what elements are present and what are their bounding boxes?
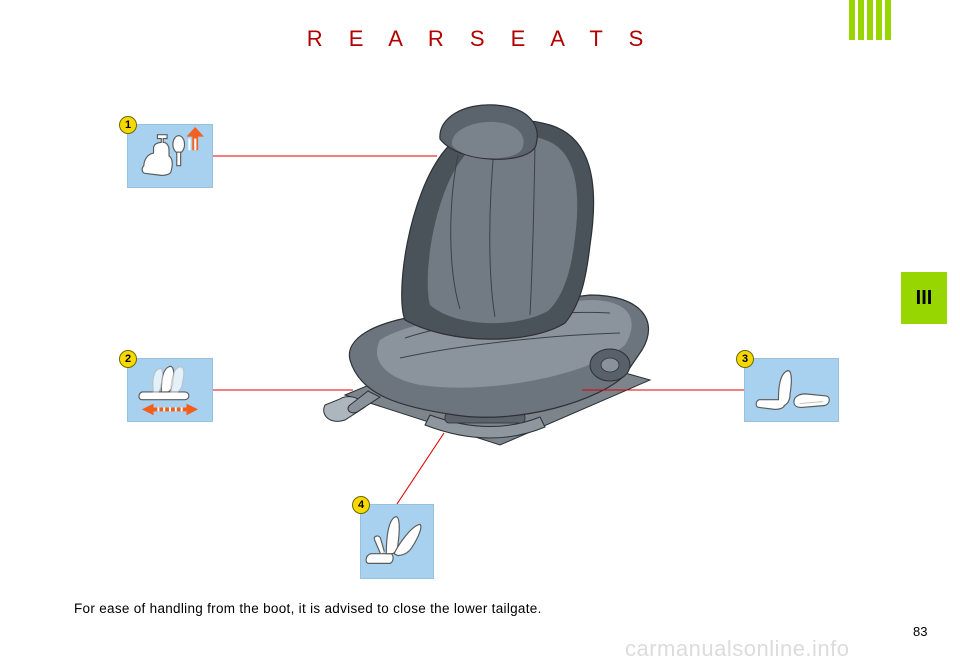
callout-3-fold-cushion: 3 <box>744 358 839 422</box>
seat-illustration <box>290 95 690 465</box>
section-tab: III <box>901 272 947 324</box>
page-number: 83 <box>913 624 927 639</box>
manual-page: III R E A R S E A T S <box>0 0 960 663</box>
callout-4-fold-backrest: 4 <box>360 504 434 579</box>
fold-cushion-icon <box>745 359 838 421</box>
slide-adjust-icon <box>128 359 212 421</box>
footer-note: For ease of handling from the boot, it i… <box>74 601 542 616</box>
callout-2-slide-adjust: 2 <box>127 358 213 422</box>
page-title: R E A R S E A T S <box>0 26 960 52</box>
headrest-adjust-icon <box>128 125 212 187</box>
watermark-text: carmanualsonline.info <box>625 636 850 662</box>
fold-backrest-icon <box>361 505 433 578</box>
callout-1-headrest-adjust: 1 <box>127 124 213 188</box>
section-tab-label: III <box>916 287 933 310</box>
